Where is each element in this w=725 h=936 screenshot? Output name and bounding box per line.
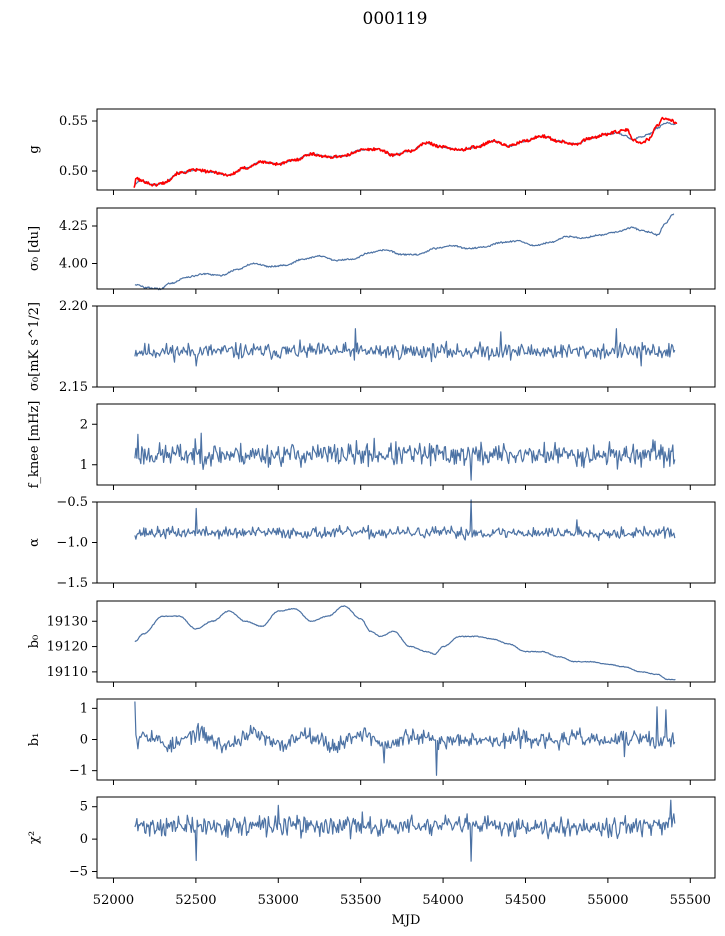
panels: 0.50 0.55 g 4.00 4.25 σ₀ [du] 2.15 2.20 σ₀[mK s^… [27, 108, 716, 883]
panel-b1: −1 0 1 b₁ [27, 698, 716, 785]
y-tick-label: 2 [80, 417, 88, 432]
y-tick-label: 0 [80, 832, 88, 847]
x-tick-label: 55500 [670, 893, 711, 908]
y-axis-label: σ₀[mK s^1/2] [27, 302, 42, 391]
y-tick-label: −5 [69, 865, 88, 880]
y-axis-label: σ₀ [du] [27, 226, 42, 271]
y-tick-label: −1 [69, 764, 88, 779]
y-tick-label: −0.5 [56, 495, 88, 510]
panel-frame [96, 600, 716, 683]
y-axis-label: f_knee [mHz] [27, 401, 42, 489]
series-line-alpha-0 [134, 499, 676, 542]
y-tick-label: −1.0 [56, 536, 88, 551]
x-tick-label: 53500 [340, 893, 381, 908]
y-axis-label: b₀ [27, 635, 42, 649]
y-tick-label: 5 [80, 800, 88, 815]
panel-alpha: −1.5 −1.0 −0.5 α [27, 495, 716, 591]
panel-chi2: −5 0 5 χ² [27, 796, 716, 883]
y-tick-label: 1 [80, 701, 88, 716]
y-tick-label: 4.00 [59, 257, 88, 272]
y-tick-label: 0.50 [59, 164, 88, 179]
x-tick-label: 54000 [422, 893, 463, 908]
series-line-g-1 [133, 116, 678, 188]
series-line-fknee-0 [134, 432, 676, 481]
panel-b0: 19110 19120 19130 b₀ [27, 600, 716, 687]
x-tick-label: 52000 [93, 893, 134, 908]
x-tick-label: 55000 [587, 893, 628, 908]
y-axis-label: χ² [27, 831, 42, 844]
panel-g: 0.50 0.55 g [27, 108, 716, 195]
y-axis-label: g [27, 145, 42, 153]
x-axis-label: MJD [392, 913, 421, 928]
series-line-b0-0 [134, 605, 676, 681]
y-tick-label: 0 [80, 733, 88, 748]
x-axis: 52000 52500 53000 53500 54000 54500 55000 55500 [93, 893, 711, 908]
y-tick-label: 2.20 [59, 299, 88, 314]
y-axis-label: α [27, 538, 42, 547]
y-axis-label: b₁ [27, 733, 42, 747]
figure-title: 000119 [363, 9, 428, 29]
panel-frame [96, 207, 716, 290]
y-tick-label: 19130 [47, 614, 88, 629]
y-tick-label: 0.55 [59, 114, 88, 129]
x-tick-label: 52500 [175, 893, 216, 908]
x-tick-label: 54500 [505, 893, 546, 908]
x-tick-label: 53000 [258, 893, 299, 908]
series-line-sigma0-mk-0 [134, 328, 676, 367]
series-line-chi2-0 [134, 799, 676, 862]
series-line-sigma0-du-0 [134, 213, 675, 291]
panel-frame [96, 796, 716, 879]
panel-frame [96, 403, 716, 486]
panel-frame [96, 108, 716, 191]
panel-frame [96, 305, 716, 388]
y-tick-label: 19110 [47, 665, 88, 680]
y-tick-label: 19120 [47, 640, 88, 655]
y-tick-label: 1 [80, 458, 88, 473]
y-tick-label: 4.25 [59, 219, 88, 234]
series-line-b1-0 [134, 701, 676, 776]
panel-fknee: 1 2 f_knee [mHz] [27, 401, 716, 490]
panel-sigma0-mk: 2.15 2.20 σ₀[mK s^1/2] [27, 299, 716, 395]
series-line-g-0 [134, 121, 676, 186]
panel-frame [96, 501, 716, 584]
panel-sigma0-du: 4.00 4.25 σ₀ [du] [27, 207, 716, 294]
y-tick-label: 2.15 [59, 380, 88, 395]
y-tick-label: −1.5 [56, 576, 88, 591]
